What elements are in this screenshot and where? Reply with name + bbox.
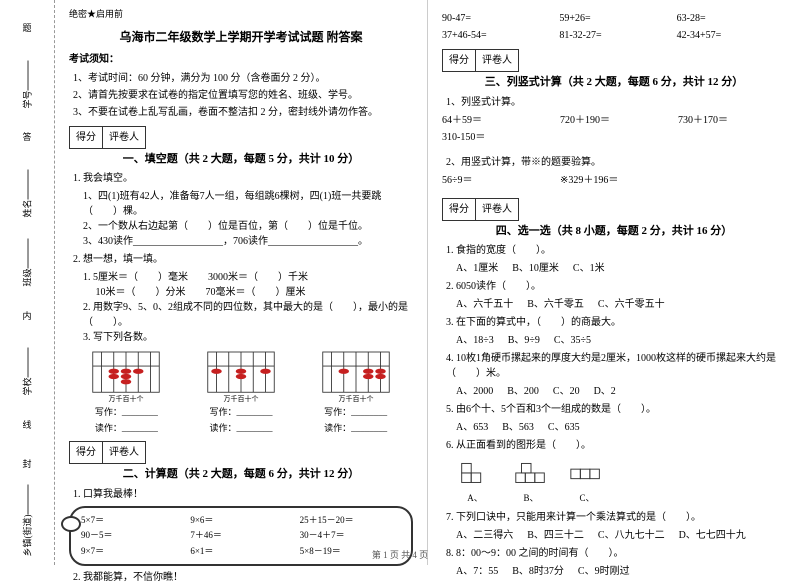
oral-grid: 90-47= 59+26= 63-28= 37+46-54= 81-32-27=…	[442, 11, 786, 43]
calc-item: 90－5＝	[81, 529, 182, 543]
sub-question: 10米＝（ ）分米 70毫米＝（ ）厘米	[83, 285, 413, 300]
abacus: 万千百十个 写作：________ 读作：________	[206, 349, 276, 435]
marker-cell: 评卷人	[476, 198, 519, 221]
sub-question: 2、一个数从右边起第（ ）位是百位，第（ ）位是千位。	[83, 219, 413, 234]
calc-item: 30－4＋7＝	[300, 529, 401, 543]
question: 4. 10枚1角硬币摞起来的厚度大约是2厘米，1000枚这样的硬币摞起来大约是（…	[446, 351, 786, 381]
oral-item: 42-34+57=	[677, 28, 786, 43]
abacus: 万千百十个 写作：________ 读作：________	[321, 349, 391, 435]
binding-margin: 题 学号 答 姓名 班级 内 学校 线 封 乡镇(街道)	[0, 0, 55, 565]
sub-question: 3. 写下列各数。	[83, 330, 413, 345]
options: A、653B、563C、635	[456, 420, 786, 435]
notice-item: 1、考试时间：60 分钟，满分为 100 分（含卷面分 2 分）。	[73, 71, 413, 86]
oral-item: 59+26=	[559, 11, 668, 26]
score-box: 得分 评卷人	[442, 198, 786, 221]
score-cell: 得分	[69, 441, 103, 464]
bind-field: 班级	[20, 239, 33, 287]
question: 5. 由6个十、5个百和3个一组成的数是（ ）。	[446, 402, 786, 417]
bind-mark: 答	[21, 132, 34, 145]
col-item: 56÷9＝	[442, 173, 550, 188]
options: A、二三得六B、四三十二C、八九七十二D、七七四十九	[456, 528, 786, 543]
options: A、六千五十B、六千零五C、六千零五十	[456, 297, 786, 312]
score-box: 得分 评卷人	[69, 126, 413, 149]
question: 1. 口算我最棒！	[73, 487, 413, 502]
abacus-read: 读作：________	[95, 422, 158, 436]
abacus: 万千百十个 写作：________ 读作：________	[91, 349, 161, 435]
abacus-read: 读作：________	[209, 422, 272, 436]
calc-item: 9×6＝	[190, 514, 291, 528]
abacus-write: 写作：________	[95, 406, 158, 420]
marker-cell: 评卷人	[103, 441, 146, 464]
options: A、7：55B、8时37分C、9时刚过	[456, 564, 786, 579]
oral-item: 37+46-54=	[442, 28, 551, 43]
bind-field: 姓名	[20, 169, 33, 217]
abacus-write: 写作：________	[324, 406, 387, 420]
col-item: 310-150＝	[442, 130, 550, 145]
page-footer: 第 1 页 共 4 页	[0, 548, 800, 561]
section-title: 一、填空题（共 2 大题，每题 5 分，共计 10 分）	[69, 151, 413, 168]
abacus-row: 万千百十个 写作：________ 读作：________ 万千百十个 写作：_…	[69, 349, 413, 435]
col-item: 720＋190＝	[560, 113, 668, 128]
oral-item: 81-32-27=	[559, 28, 668, 43]
question: 2. 6050读作（ ）。	[446, 279, 786, 294]
score-box: 得分 评卷人	[69, 441, 413, 464]
col-item: ※329＋196＝	[560, 173, 668, 188]
sub-question: 3、430读作__________________，706读作_________…	[83, 234, 413, 249]
notice-item: 3、不要在试卷上乱写乱画，卷面不整洁扣 2 分，密封线外请勿作答。	[73, 105, 413, 120]
bind-field: 学校	[20, 348, 33, 396]
question: 1、列竖式计算。	[446, 95, 786, 110]
question: 3. 在下面的算式中，（ ）的商最大。	[446, 315, 786, 330]
calc-item: 25＋15－20＝	[300, 514, 401, 528]
column-calc-grid: 64＋59＝ 720＋190＝ 730＋170＝ 310-150＝	[442, 113, 786, 145]
question: 2. 想一想，填一填。	[73, 252, 413, 267]
bind-field: 乡镇(街道)	[21, 484, 34, 556]
score-box: 得分 评卷人	[442, 49, 786, 72]
oral-item: 63-28=	[677, 11, 786, 26]
question: 7. 下列口诀中，只能用来计算一个乘法算式的是（ ）。	[446, 510, 786, 525]
column-calc-grid: 56÷9＝ ※329＋196＝	[442, 173, 786, 188]
col-item: 730＋170＝	[678, 113, 786, 128]
bind-mark: 封	[21, 459, 34, 472]
notice-title: 考试须知：	[69, 52, 413, 67]
question: 1. 我会填空。	[73, 171, 413, 186]
shape-options: A、 B、 C、	[456, 457, 786, 506]
svg-text:万千百十个: 万千百十个	[109, 394, 144, 403]
section-title: 二、计算题（共 2 大题，每题 6 分，共计 12 分）	[69, 466, 413, 483]
abacus-write: 写作：________	[209, 406, 272, 420]
oral-item: 90-47=	[442, 11, 551, 26]
calc-item: 5×7＝	[81, 514, 182, 528]
score-cell: 得分	[442, 198, 476, 221]
question: 2. 我都能算，不信你瞧！	[73, 570, 413, 585]
svg-text:万千百十个: 万千百十个	[338, 394, 373, 403]
options: A、2000B、200C、20D、2	[456, 384, 786, 399]
score-cell: 得分	[69, 126, 103, 149]
notice-item: 2、请首先按要求在试卷的指定位置填写您的姓名、班级、学号。	[73, 88, 413, 103]
marker-cell: 评卷人	[476, 49, 519, 72]
bind-field: 学号	[20, 60, 33, 108]
sub-question: 1、四(1)班有42人，准备每7人一组，每组跳6棵树，四(1)班一共要跳（ ）棵…	[83, 189, 413, 219]
bind-mark: 题	[21, 23, 34, 36]
marker-cell: 评卷人	[103, 126, 146, 149]
sub-question: 2. 用数字9、5、0、2组成不同的四位数，其中最大的是（ ），最小的是（ ）。	[83, 300, 413, 330]
question: 1. 食指的宽度（ ）。	[446, 243, 786, 258]
question: 2、用竖式计算，带※的题要验算。	[446, 155, 786, 170]
abacus-read: 读作：________	[324, 422, 387, 436]
secret-label: 绝密★启用前	[69, 8, 413, 22]
svg-text:万千百十个: 万千百十个	[223, 394, 258, 403]
section-title: 三、列竖式计算（共 2 大题，每题 6 分，共计 12 分）	[442, 74, 786, 91]
exam-title: 乌海市二年级数学上学期开学考试试题 附答案	[69, 28, 413, 46]
left-column: 绝密★启用前 乌海市二年级数学上学期开学考试试题 附答案 考试须知： 1、考试时…	[55, 0, 428, 565]
question: 6. 从正面看到的图形是（ ）。	[446, 438, 786, 453]
score-cell: 得分	[442, 49, 476, 72]
options: A、1厘米B、10厘米C、1米	[456, 261, 786, 276]
calc-item: 7＋46＝	[190, 529, 291, 543]
right-column: 90-47= 59+26= 63-28= 37+46-54= 81-32-27=…	[428, 0, 800, 565]
sub-question: 1. 5厘米＝（ ）毫米 3000米＝（ ）千米	[83, 270, 413, 285]
options: A、18÷3B、9÷9C、35÷5	[456, 333, 786, 348]
col-item: 64＋59＝	[442, 113, 550, 128]
bind-mark: 内	[21, 311, 34, 324]
bind-mark: 线	[21, 420, 34, 433]
section-title: 四、选一选（共 8 小题，每题 2 分，共计 16 分）	[442, 223, 786, 240]
